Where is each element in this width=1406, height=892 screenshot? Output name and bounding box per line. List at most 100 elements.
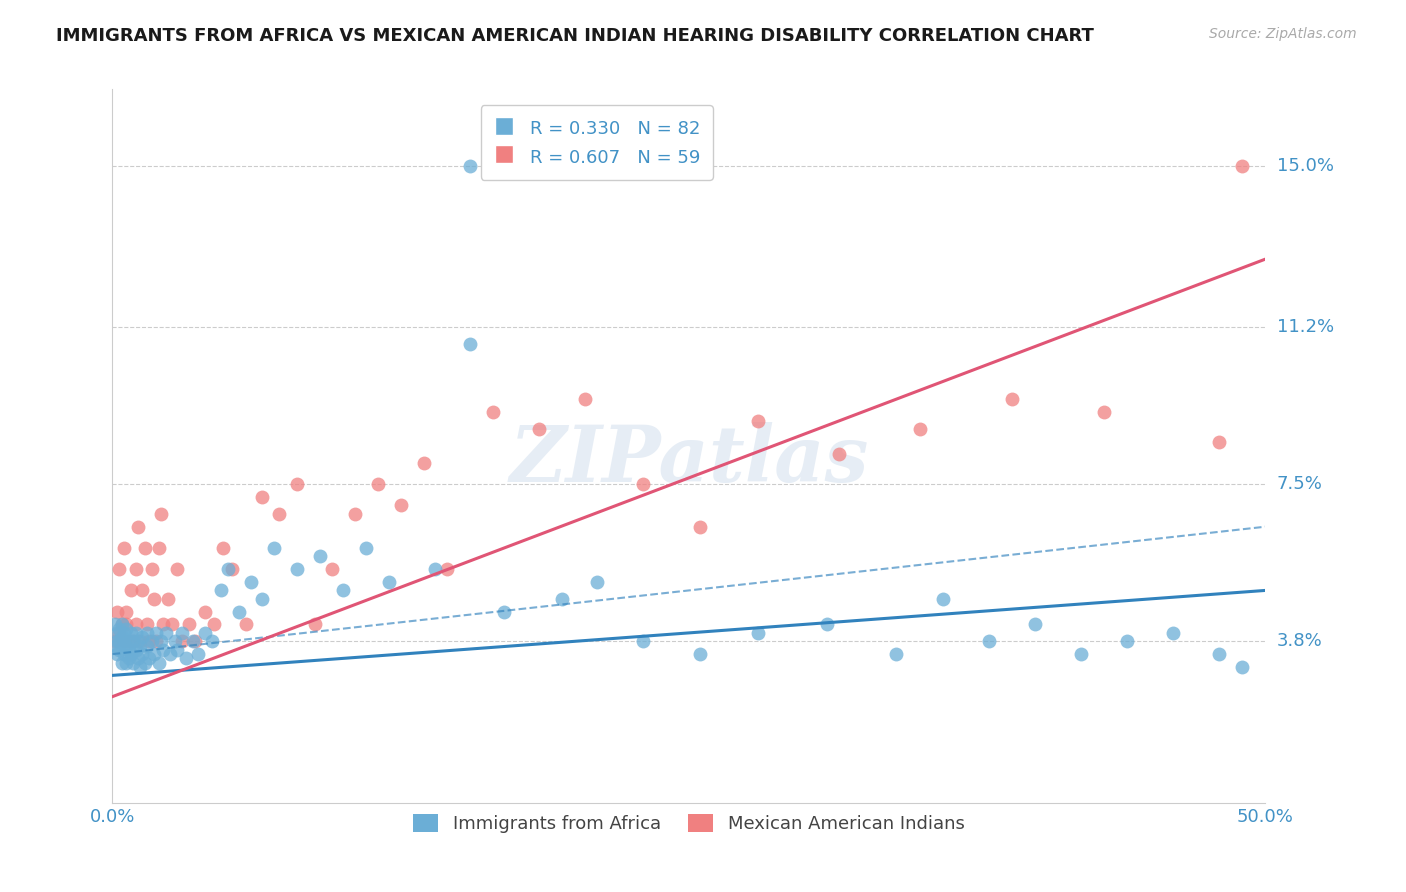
Point [108, 643, 131, 657]
Point [120, 626, 142, 640]
Point [117, 643, 139, 657]
Point [104, 634, 127, 648]
Point [309, 549, 332, 564]
Point [124, 643, 146, 657]
Text: Source: ZipAtlas.com: Source: ZipAtlas.com [1209, 27, 1357, 41]
Point [136, 617, 159, 632]
Point [145, 626, 167, 640]
Point [149, 507, 172, 521]
Point [458, 159, 481, 173]
Point [134, 541, 156, 555]
Point [141, 562, 163, 576]
Point [136, 639, 159, 653]
Point [112, 626, 135, 640]
Point [815, 617, 838, 632]
Point [108, 634, 131, 648]
Point [152, 643, 174, 657]
Point [104, 617, 127, 632]
Point [122, 656, 145, 670]
Text: 3.8%: 3.8% [1277, 632, 1322, 650]
Point [112, 647, 135, 661]
Point [143, 591, 166, 606]
Point [267, 507, 290, 521]
Point [194, 605, 217, 619]
Point [127, 634, 149, 648]
Point [321, 562, 343, 576]
Point [111, 617, 134, 632]
Point [112, 634, 135, 648]
Point [239, 574, 262, 589]
Point [166, 562, 188, 576]
Point [143, 647, 166, 661]
Point [1024, 617, 1046, 632]
Point [108, 622, 131, 636]
Point [184, 634, 207, 648]
Point [117, 634, 139, 648]
Point [115, 617, 138, 632]
Point [828, 448, 851, 462]
Point [131, 630, 153, 644]
Point [631, 477, 654, 491]
Point [112, 634, 135, 648]
Point [631, 634, 654, 648]
Text: IMMIGRANTS FROM AFRICA VS MEXICAN AMERICAN INDIAN HEARING DISABILITY CORRELATION: IMMIGRANTS FROM AFRICA VS MEXICAN AMERIC… [56, 27, 1094, 45]
Point [747, 626, 769, 640]
Point [202, 617, 225, 632]
Point [149, 634, 172, 648]
Point [209, 583, 232, 598]
Point [285, 477, 308, 491]
Point [187, 647, 209, 661]
Point [217, 562, 239, 576]
Text: ZIPatlas: ZIPatlas [509, 422, 869, 499]
Legend: Immigrants from Africa, Mexican American Indians: Immigrants from Africa, Mexican American… [399, 799, 979, 847]
Point [155, 626, 177, 640]
Point [129, 660, 152, 674]
Point [124, 617, 146, 632]
Point [1001, 392, 1024, 407]
Point [105, 626, 128, 640]
Point [166, 643, 188, 657]
Point [1116, 634, 1139, 648]
Point [1161, 626, 1184, 640]
Point [343, 507, 366, 521]
Text: 7.5%: 7.5% [1277, 475, 1323, 493]
Point [354, 541, 377, 555]
Point [138, 634, 160, 648]
Point [148, 541, 170, 555]
Point [1232, 660, 1254, 674]
Point [127, 651, 149, 665]
Point [886, 647, 908, 661]
Point [136, 626, 159, 640]
Point [148, 656, 170, 670]
Point [124, 562, 146, 576]
Point [689, 647, 711, 661]
Point [152, 617, 174, 632]
Point [111, 630, 134, 644]
Point [156, 591, 179, 606]
Point [111, 617, 134, 632]
Point [170, 634, 193, 648]
Point [252, 490, 274, 504]
Point [1092, 405, 1115, 419]
Point [134, 656, 156, 670]
Point [689, 519, 711, 533]
Point [163, 634, 186, 648]
Point [1070, 647, 1092, 661]
Point [194, 626, 217, 640]
Text: 11.2%: 11.2% [1277, 318, 1334, 336]
Point [115, 639, 138, 653]
Point [527, 422, 550, 436]
Point [482, 405, 505, 419]
Point [212, 541, 235, 555]
Point [111, 656, 134, 670]
Point [1208, 434, 1230, 449]
Point [170, 626, 193, 640]
Point [115, 622, 138, 636]
Point [931, 591, 953, 606]
Point [494, 605, 516, 619]
Point [159, 647, 181, 661]
Point [228, 605, 250, 619]
Point [115, 656, 138, 670]
Point [117, 634, 139, 648]
Point [235, 617, 257, 632]
